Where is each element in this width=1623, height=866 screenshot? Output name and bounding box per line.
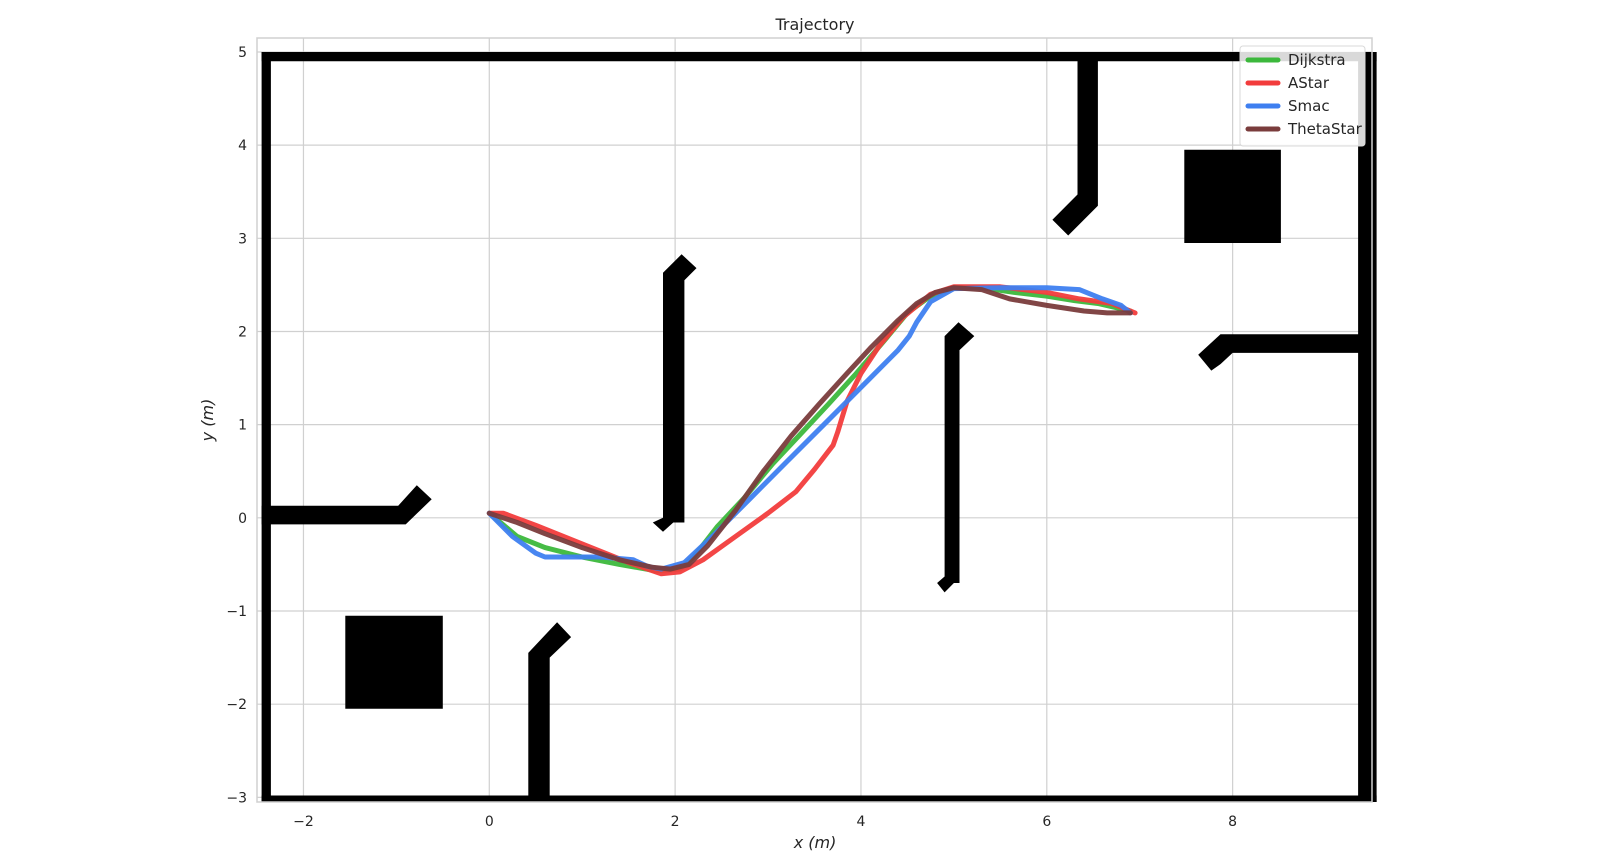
legend-label: ThetaStar — [1287, 120, 1363, 138]
chart-title: Trajectory — [775, 15, 855, 34]
trajectory-lines — [486, 284, 1138, 577]
legend-label: Dijkstra — [1288, 51, 1346, 69]
x-tick-label: 2 — [671, 814, 680, 830]
x-tick-label: 0 — [485, 814, 494, 830]
y-tick-label: −3 — [226, 790, 247, 806]
x-tick-label: −2 — [293, 814, 314, 830]
obstacle — [1198, 334, 1368, 371]
obstacle — [261, 485, 432, 525]
obstacle — [1052, 56, 1098, 236]
plot-area — [256, 37, 1377, 803]
obstacle — [345, 615, 443, 709]
obstacle — [937, 322, 975, 593]
obstacle — [1184, 149, 1281, 243]
series-line-thetastar — [486, 285, 1133, 572]
legend: Dijkstra AStar Smac ThetaStar — [1239, 45, 1366, 147]
obstacle — [261, 52, 1377, 62]
obstacle — [261, 795, 1377, 802]
obstacle — [652, 254, 697, 532]
series-line-dijkstra — [486, 285, 1133, 574]
legend-box — [1239, 45, 1366, 147]
x-axis-ticks: −2 0 2 4 6 8 — [293, 814, 1237, 830]
obstacle — [528, 622, 572, 802]
x-tick-label: 4 — [856, 814, 865, 830]
y-tick-label: 0 — [238, 511, 247, 527]
x-axis-label: x (m) — [793, 833, 837, 852]
obstacle — [1358, 52, 1377, 802]
legend-label: AStar — [1288, 74, 1330, 92]
obstacle-map — [261, 52, 1377, 802]
y-axis-ticks: −3 −2 −1 0 1 2 3 4 5 — [226, 45, 247, 806]
series-line-smac — [486, 285, 1133, 572]
y-tick-label: −1 — [226, 604, 247, 620]
x-tick-label: 8 — [1228, 814, 1237, 830]
obstacle — [261, 52, 271, 802]
y-tick-label: −2 — [226, 697, 247, 713]
y-tick-label: 1 — [238, 418, 247, 434]
legend-label: Smac — [1288, 97, 1330, 115]
y-tick-label: 3 — [238, 231, 247, 247]
y-tick-label: 5 — [238, 45, 247, 61]
y-tick-label: 4 — [238, 138, 247, 154]
y-axis-label: y (m) — [198, 399, 217, 443]
y-tick-label: 2 — [238, 324, 247, 340]
axes-frame — [256, 37, 1373, 803]
x-tick-label: 6 — [1042, 814, 1051, 830]
